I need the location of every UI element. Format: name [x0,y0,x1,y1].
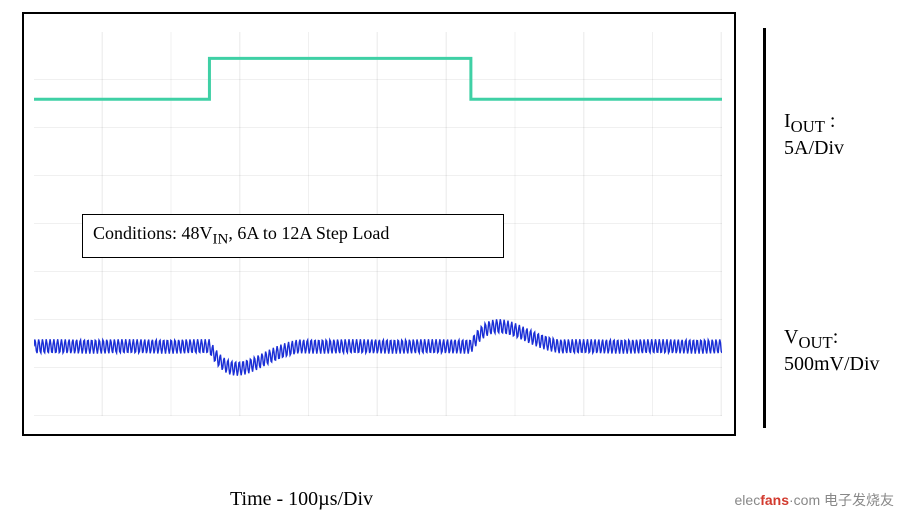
iout-label: IOUT : 5A/Div [784,110,844,160]
conditions-text: Conditions: 48VIN, 6A to 12A Step Load [93,223,389,249]
trace-vout [34,319,722,376]
trace-iout [34,58,722,99]
watermark: elecfans·com 电子发烧友 [735,490,894,510]
x-axis-label: Time - 100µs/Div [230,488,373,511]
vout-scale: 500mV/Div [784,353,880,375]
iout-symbol: IOUT : [784,110,835,132]
right-axis-bar [763,28,766,428]
conditions-box: Conditions: 48VIN, 6A to 12A Step Load [82,214,504,258]
vout-label: VOUT: 500mV/Div [784,326,880,376]
vout-symbol: VOUT: [784,326,838,348]
iout-scale: 5A/Div [784,137,844,159]
oscilloscope-frame: Conditions: 48VIN, 6A to 12A Step Load [22,12,736,436]
